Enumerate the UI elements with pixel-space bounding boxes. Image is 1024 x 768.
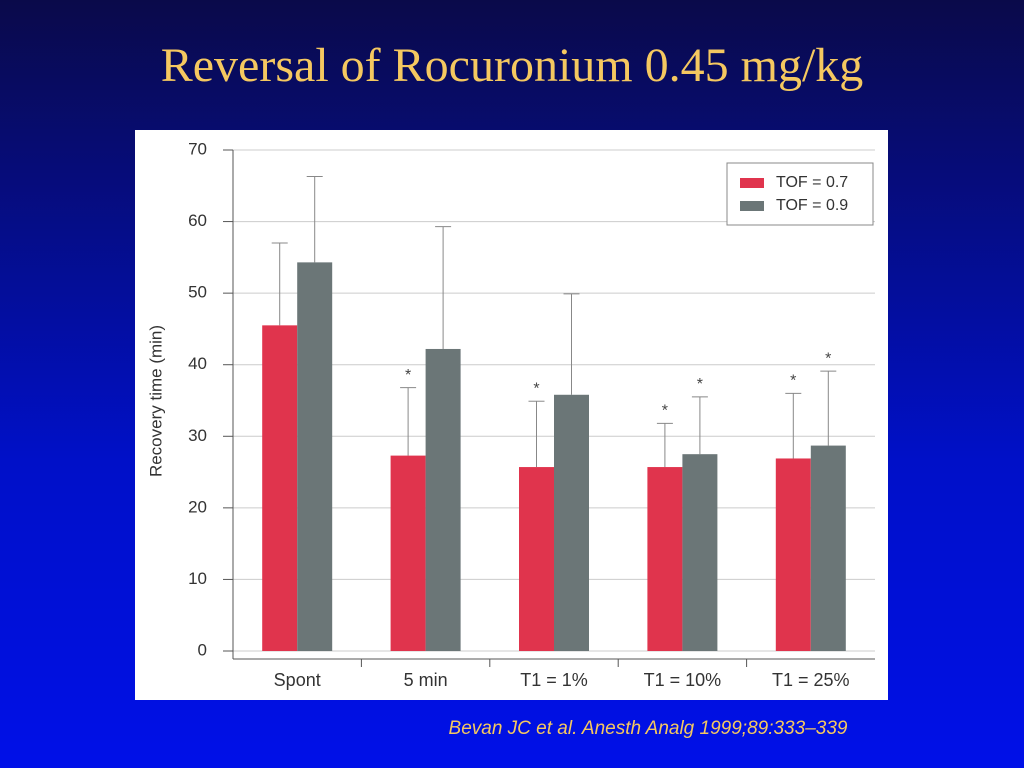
legend-label: TOF = 0.9 (776, 197, 848, 214)
bar (554, 394, 589, 651)
y-tick-label: 0 (198, 640, 207, 659)
significance-marker: * (825, 350, 831, 367)
x-tick-label: T1 = 1% (520, 670, 588, 690)
bar (425, 348, 461, 651)
legend-box (726, 162, 874, 226)
y-axis-label: Recovery time (min) (146, 325, 165, 477)
bar (682, 454, 718, 651)
y-tick-label: 60 (188, 211, 207, 230)
bar (390, 455, 426, 651)
y-tick-label: 10 (188, 569, 207, 588)
significance-marker: * (405, 367, 411, 384)
bar (810, 445, 846, 651)
significance-marker: * (533, 380, 539, 397)
significance-marker: * (790, 373, 796, 390)
bar (647, 467, 683, 651)
y-tick-label: 50 (188, 283, 207, 302)
significance-marker: * (662, 403, 668, 420)
x-tick-label: T1 = 10% (644, 670, 722, 690)
slide-title: Reversal of Rocuronium 0.45 mg/kg (161, 39, 864, 92)
y-tick-label: 20 (188, 497, 207, 516)
legend-swatch (740, 178, 764, 188)
y-tick-label: 70 (188, 139, 207, 158)
citation: Bevan JC et al. Anesth Analg 1999;89:333… (449, 718, 848, 739)
bar (775, 458, 811, 651)
significance-marker: * (697, 376, 703, 393)
y-tick-label: 40 (188, 354, 207, 373)
bar (297, 262, 333, 651)
legend-label: TOF = 0.7 (776, 174, 848, 191)
bar (519, 467, 554, 651)
x-tick-label: Spont (274, 670, 321, 690)
x-tick-label: 5 min (404, 670, 448, 690)
legend-swatch (740, 201, 764, 211)
x-tick-label: T1 = 25% (772, 670, 850, 690)
y-tick-label: 30 (188, 426, 207, 445)
bar (262, 325, 298, 651)
